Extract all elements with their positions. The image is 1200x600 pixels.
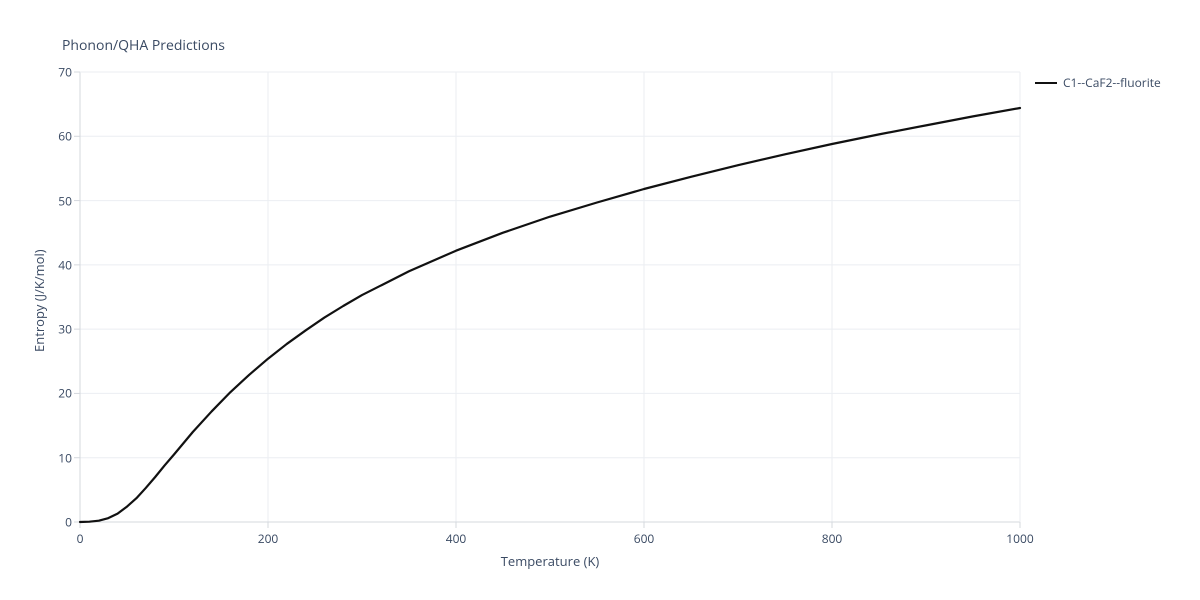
x-tick-label: 0	[77, 530, 84, 547]
y-tick-label: 30	[52, 321, 72, 338]
legend: C1--CaF2--fluorite	[1035, 74, 1161, 91]
axes	[80, 72, 1020, 522]
gridlines	[80, 72, 1020, 522]
y-tick-label: 60	[52, 128, 72, 145]
legend-swatch	[1035, 82, 1057, 84]
y-tick-label: 0	[52, 514, 72, 531]
x-tick-label: 800	[822, 530, 843, 547]
x-tick-label: 200	[258, 530, 279, 547]
y-tick-label: 50	[52, 192, 72, 209]
x-tick-label: 1000	[1006, 530, 1033, 547]
x-tick-label: 400	[446, 530, 467, 547]
y-tick-label: 70	[52, 64, 72, 81]
y-tick-label: 40	[52, 256, 72, 273]
x-axis-label: Temperature (K)	[490, 552, 610, 570]
y-axis-label: Entropy (J/K/mol)	[30, 249, 48, 352]
plot-svg	[0, 0, 1200, 600]
chart-container: { "chart": { "type": "line", "title": "P…	[0, 0, 1200, 600]
tick-marks	[74, 72, 1020, 528]
x-tick-label: 600	[634, 530, 655, 547]
legend-label: C1--CaF2--fluorite	[1063, 74, 1161, 91]
y-tick-label: 20	[52, 385, 72, 402]
y-tick-label: 10	[52, 449, 72, 466]
data-series	[80, 108, 1020, 522]
